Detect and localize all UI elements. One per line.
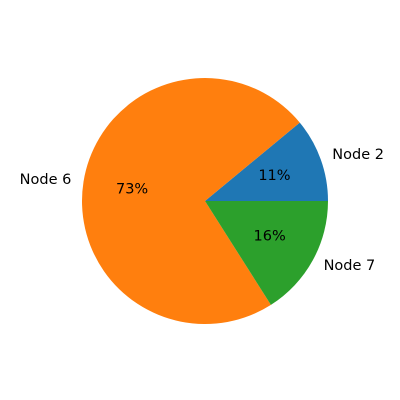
pie-slice-node-7 [205, 201, 328, 305]
pie-category-label: Node 2 [332, 147, 384, 163]
pie-percent-label: 73% [116, 181, 148, 197]
pie-percent-label: 16% [254, 229, 286, 245]
pie-category-label: Node 6 [20, 172, 72, 188]
pie-category-label: Node 7 [324, 258, 376, 274]
pie-slice-node-2 [205, 122, 328, 201]
pie-percent-label: 11% [258, 168, 290, 184]
pie-slice-node-6 [82, 77, 300, 324]
